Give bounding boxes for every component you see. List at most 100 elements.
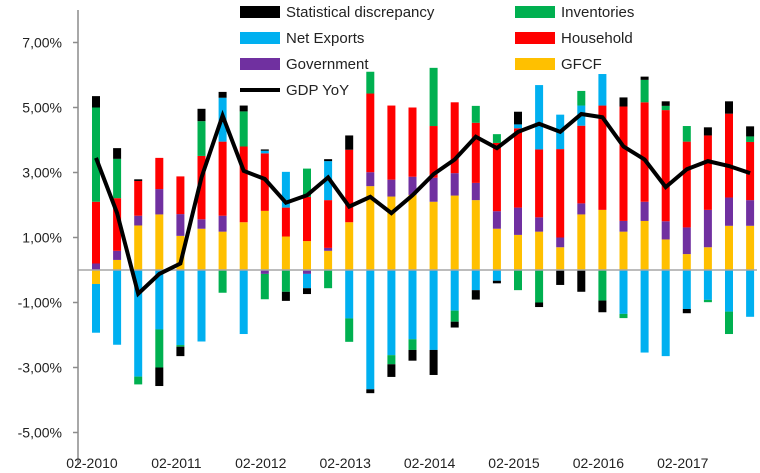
bar-segment-household: [450, 102, 459, 174]
x-tick-label: 02-2011: [151, 455, 202, 471]
bar-segment-household: [260, 153, 269, 211]
bar-segment-household: [176, 176, 185, 215]
bar-segment-statistical-discrepancy: [345, 135, 354, 150]
bar-segment-government: [556, 237, 565, 248]
y-tick-label: 3,00%: [22, 165, 62, 181]
bar-segment-government: [492, 211, 501, 229]
bar-segment-gfcf: [218, 231, 227, 270]
bar-segment-statistical-discrepancy: [514, 111, 522, 125]
bar-segment-statistical-discrepancy: [303, 288, 311, 295]
bar-segment-household: [556, 149, 565, 238]
bar-segment-household: [387, 105, 396, 180]
y-tick-label: -5,00%: [18, 425, 62, 441]
bar-segment-government: [408, 176, 417, 195]
bar-segment-net-exports: [408, 270, 417, 340]
bar-segment-gfcf: [176, 235, 185, 270]
bar-segment-inventories: [113, 158, 122, 199]
bar-segment-net-exports: [514, 124, 522, 129]
bar-segment-net-exports: [450, 270, 459, 311]
bar-segment-household: [134, 180, 143, 216]
bar-segment-inventories: [408, 339, 417, 350]
bar-segment-net-exports: [471, 270, 480, 291]
x-tick-label: 02-2014: [404, 455, 456, 471]
bar-segment-statistical-discrepancy: [260, 149, 269, 151]
bar-segment-government: [92, 263, 100, 270]
x-tick-label: 02-2010: [66, 455, 118, 471]
bar-segment-government: [703, 209, 712, 248]
bar-segment-statistical-discrepancy: [535, 302, 544, 308]
bar-segment-household: [303, 196, 311, 242]
bar-segment-gfcf: [92, 270, 100, 284]
x-tick-label: 02-2016: [573, 455, 625, 471]
bar-segment-household: [703, 135, 712, 210]
bar-segment-inventories: [429, 67, 438, 127]
bar-segment-statistical-discrepancy: [324, 159, 333, 162]
bar-segment-household: [640, 102, 649, 202]
bar-segment-inventories: [598, 270, 607, 301]
legend-swatch-inventories: [515, 6, 555, 18]
bar-segment-net-exports: [281, 171, 290, 208]
bar-segment-statistical-discrepancy: [429, 349, 438, 375]
bar-segment-government: [514, 207, 522, 235]
bar-segment-gfcf: [366, 186, 375, 270]
bar-segment-inventories: [324, 270, 333, 289]
bar-segment-household: [324, 200, 333, 248]
legend-swatch-net-exports: [240, 32, 280, 44]
bar-segment-government: [535, 217, 544, 232]
bar-segment-net-exports: [640, 270, 649, 353]
bar-segment-inventories: [471, 105, 480, 123]
x-tick-label: 02-2013: [320, 455, 372, 471]
bar-segment-gfcf: [113, 259, 122, 270]
legend-label-gdp-yoy: GDP YoY: [286, 82, 349, 99]
bar-segment-gfcf: [556, 247, 565, 270]
bar-segment-gfcf: [598, 209, 607, 270]
bar-segment-gfcf: [640, 220, 649, 270]
bar-segment-net-exports: [366, 270, 375, 390]
bar-segment-inventories: [260, 273, 269, 300]
bar-segment-government: [661, 221, 670, 240]
bar-segment-statistical-discrepancy: [92, 96, 100, 108]
bar-segment-inventories: [239, 111, 248, 147]
bar-segment-statistical-discrepancy: [577, 270, 586, 292]
bar-segment-net-exports: [703, 270, 712, 300]
y-tick-label: -3,00%: [18, 360, 62, 376]
bar-segment-inventories: [387, 355, 396, 365]
x-tick-label: 02-2015: [488, 455, 540, 471]
bar-segment-statistical-discrepancy: [725, 101, 733, 114]
bar-segment-household: [619, 106, 628, 221]
bar-segment-government: [725, 197, 733, 226]
bar-segment-household: [577, 125, 586, 204]
bar-segment-government: [260, 270, 269, 274]
legend-swatch-gfcf: [515, 58, 555, 70]
bar-segment-government: [640, 201, 649, 221]
bar-segment-inventories: [725, 311, 733, 335]
bar-segment-government: [366, 172, 375, 187]
legend-label-gfcf: GFCF: [561, 56, 602, 73]
bar-segment-net-exports: [492, 270, 501, 281]
legend-swatch-statistical-discrepancy: [240, 6, 280, 18]
bar-segment-household: [197, 155, 206, 220]
bar-segment-inventories: [703, 299, 712, 303]
bar-segment-statistical-discrepancy: [366, 389, 375, 394]
bar-segment-household: [682, 141, 691, 228]
legend-swatch-government: [240, 58, 280, 70]
legend-label-net-exports: Net Exports: [286, 30, 364, 47]
bar-segment-inventories: [661, 105, 670, 111]
bar-segment-gfcf: [492, 228, 501, 270]
bar-segment-government: [155, 189, 164, 215]
y-tick-label: 7,00%: [22, 35, 62, 51]
bar-segment-inventories: [155, 329, 164, 368]
bar-segment-government: [682, 227, 691, 255]
bar-segment-statistical-discrepancy: [619, 97, 628, 107]
bar-segment-inventories: [92, 107, 100, 202]
bar-segment-household: [113, 198, 122, 251]
bar-segment-household: [218, 141, 227, 216]
bar-segment-gfcf: [429, 201, 438, 270]
bar-segment-net-exports: [429, 270, 438, 350]
bar-segment-net-exports: [176, 270, 185, 346]
legend-label-inventories: Inventories: [561, 4, 634, 21]
bar-segment-inventories: [746, 136, 755, 142]
legend-label-statistical-discrepancy: Statistical discrepancy: [286, 4, 435, 21]
bar-segment-net-exports: [134, 270, 143, 377]
bar-segment-government: [176, 214, 185, 236]
